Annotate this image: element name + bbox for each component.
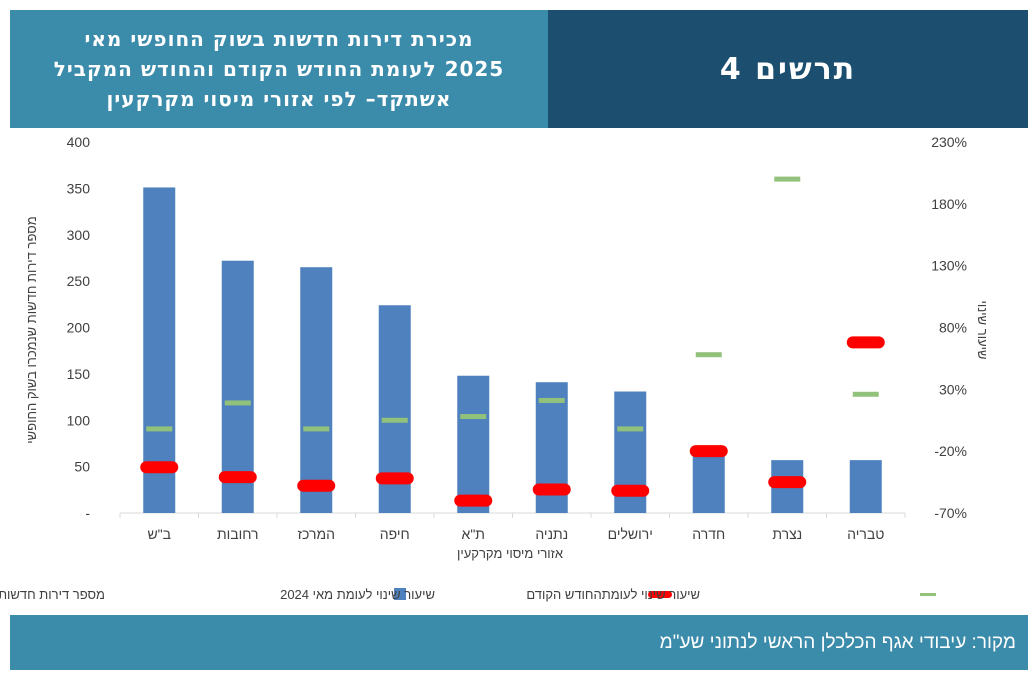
mom-change-marker [381,417,408,423]
y-tick-label: 150 [67,366,91,382]
legend-label-mom: שיעור שינוי לעומתהחודש הקודם [526,587,700,602]
chart-area: - 50 100 150 200 250 300 350 400 -70% -20% 30% 80% 13… [0,134,990,602]
x-tick-label: נצרת [772,526,802,542]
x-tick-label: ת"א [462,526,485,542]
y-tick-label: 200 [67,320,91,336]
source-note: מקור: עיבודי אגף הכלכלן הראשי לנתוני שע"… [659,631,1016,653]
bar [457,375,490,513]
bar [143,187,176,513]
title-line-1: מכירת דירות חדשות בשוק החופשי מאי [84,27,474,51]
y-tick-label: 300 [67,227,91,243]
mom-change-marker [852,391,879,397]
yoy-change-marker [454,494,493,507]
y2-tick-label: -20% [934,443,967,459]
legend-swatch-bars [394,588,406,600]
bar [692,449,725,513]
yoy-change-marker [689,445,728,458]
chart-title-box: מכירת דירות חדשות בשוק החופשי מאי 2025 ל… [10,10,548,128]
y2-tick-label: 180% [931,196,967,212]
title-line-3: אשתקד– לפי אזורי מיסוי מקרקעין [106,87,452,111]
mom-change-marker [460,414,487,420]
x-tick-label: ירושלים [608,526,653,542]
yoy-change-marker [768,476,807,489]
y-tick-label: 400 [67,134,91,150]
figure-label-box: תרשים 4 [548,10,1028,128]
plot-region: - 50 100 150 200 250 300 350 400 -70% -20% 30% 80% 13… [67,134,967,542]
y-tick-label: - [85,505,90,521]
y2-tick-label: 80% [939,320,967,336]
mom-change-marker [538,397,565,403]
x-tick-label: טבריה [847,526,884,542]
legend-swatch-yoy [648,591,672,598]
yoy-change-marker [611,484,650,497]
y2-tick-label: -70% [934,505,967,521]
legend-swatch-mom [920,593,936,596]
mom-change-marker [617,426,644,432]
x-tick-label: נתניה [535,526,568,542]
x-tick-label: רחובות [217,526,259,542]
figure-label: תרשים 4 [719,51,857,87]
x-axis-label: אזורי מיסוי מקרקעין [457,546,563,561]
title-line-2: 2025 לעומת החודש הקודם והחודש המקביל [53,57,505,81]
legend-label-bars: מספר דירות חדשות שנמכרו בשוק החופשי [0,587,105,602]
y-tick-label: 250 [67,273,91,289]
source-footer: מקור: עיבודי אגף הכלכלן הראשי לנתוני שע"… [10,615,1028,670]
legend-label-yoy: שיעור שינוי לעומת מאי 2024 [280,587,435,602]
mom-change-marker [146,426,173,432]
x-tick-label: ב"ש [147,526,171,542]
mom-change-marker [303,426,330,432]
yoy-change-marker [846,336,885,349]
bar [221,260,254,513]
legend: מספר דירות חדשות שנמכרו בשוק החופשי שיעו… [0,587,936,602]
yoy-change-marker [297,479,336,492]
y-axis-label: מספר דירות חדשות שנמכרו בשוק החופשי [24,216,39,443]
y2-tick-label: 30% [939,381,967,397]
bar [849,460,882,513]
y2-tick-label: 130% [931,258,967,274]
x-tick-label: חדרה [692,526,725,542]
y-tick-label: 100 [67,412,91,428]
mom-change-marker [224,400,251,406]
yoy-change-marker [140,461,179,474]
yoy-change-marker [532,483,571,496]
x-tick-label: המרכז [298,526,335,542]
y-tick-label: 350 [67,180,91,196]
x-tick-label: חיפה [380,526,410,542]
y2-axis-label: שיעור שינוי [975,300,990,359]
bar [300,267,333,513]
mom-change-marker [695,352,722,358]
y2-tick-label: 230% [931,134,967,150]
mom-change-marker [774,176,801,182]
yoy-change-marker [375,472,414,485]
y-tick-label: 50 [74,459,90,475]
yoy-change-marker [218,471,257,484]
